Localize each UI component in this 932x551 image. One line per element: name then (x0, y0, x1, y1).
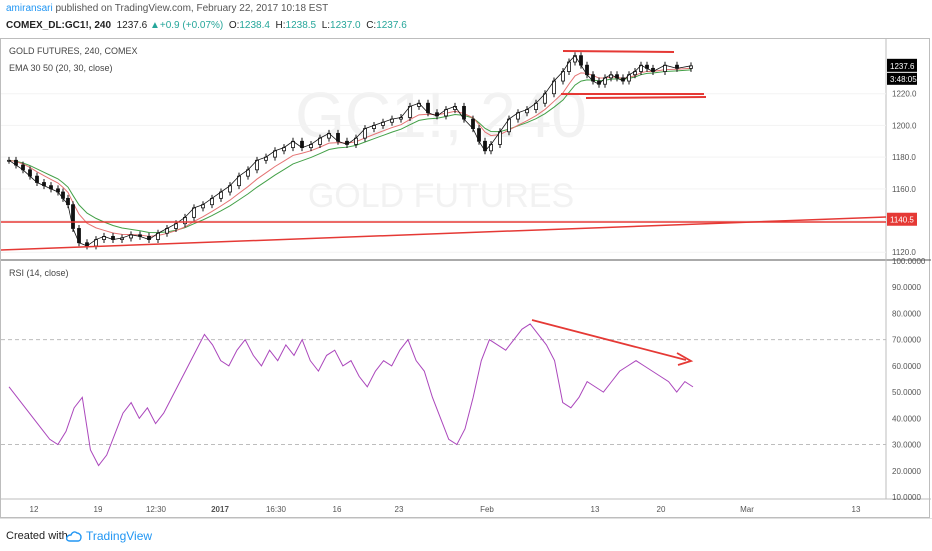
author-link[interactable]: amiransari (6, 3, 53, 14)
cloud-icon (66, 531, 82, 542)
open-label: O: (228, 20, 240, 31)
time-tick-label: Mar (740, 505, 754, 514)
time-tick-label: 13 (852, 505, 861, 514)
publisher-line: amiransari published on TradingView.com,… (6, 3, 328, 14)
close-value: 1237.6 (376, 20, 407, 31)
watermark: GC1!, 240 GOLD FUTURES (295, 79, 587, 215)
rsi-tick-label: 10.0000 (892, 493, 921, 502)
rsi-tick-label: 50.0000 (892, 388, 921, 397)
rsi-tick-label: 80.0000 (892, 309, 921, 318)
time-tick-label: 23 (395, 505, 404, 514)
price-tick-label: 1220.0 (892, 90, 917, 99)
countdown-tag-text: 3:48:05 (890, 75, 917, 84)
rsi-divergence-arrow[interactable] (531, 319, 687, 361)
tradingview-brand: TradingView (86, 529, 153, 543)
last-price: 1237.6 (116, 20, 148, 31)
ema-indicator-label[interactable]: EMA 30 50 (20, 30, close) (9, 63, 113, 73)
rsi-tick-label: 20.0000 (892, 467, 921, 476)
created-with-text: Created with (6, 530, 68, 542)
rsi-tick-label: 30.0000 (892, 441, 921, 450)
time-tick-label: 2017 (211, 505, 229, 514)
time-tick-label: 19 (94, 505, 103, 514)
tradingview-logo[interactable]: TradingView (66, 529, 152, 543)
countdown-tag (887, 72, 917, 85)
price-change: +0.9 (+0.07%) (159, 20, 224, 31)
price-close-line (8, 55, 692, 247)
rsi-tick-label: 70.0000 (892, 336, 921, 345)
time-tick-label: 16 (333, 505, 342, 514)
footer: Created with TradingView (0, 518, 932, 551)
time-tick-label: Feb (480, 505, 494, 514)
rsi-line (8, 323, 694, 467)
rsi-tick-label: 40.0000 (892, 414, 921, 423)
price-tick-label: 1120.0 (892, 248, 916, 257)
price-tick-label: 1180.0 (892, 153, 916, 162)
drawing-annotations[interactable] (1, 50, 887, 366)
time-tick-label: 16:30 (266, 505, 287, 514)
rsi-tick-label: 60.0000 (892, 362, 921, 371)
time-tick-label: 12:30 (146, 505, 167, 514)
resistance-line[interactable] (562, 50, 675, 53)
rsi-indicator-label[interactable]: RSI (14, close) (9, 268, 69, 278)
level-price-tag-text: 1140.5 (890, 216, 914, 225)
watermark-symbol: GC1!, 240 (295, 79, 587, 151)
published-text: published on TradingView.com, February 2… (55, 3, 329, 14)
low-value: 1237.0 (330, 20, 361, 31)
close-label: C: (366, 20, 377, 31)
chart-container[interactable]: GC1!, 240 GOLD FUTURES 1220.0 1200.0 1180.… (0, 38, 931, 519)
open-value: 1238.4 (239, 20, 270, 31)
range-support-line-2[interactable] (585, 96, 707, 99)
up-arrow-icon: ▲ (149, 20, 160, 31)
time-tick-label: 13 (591, 505, 600, 514)
rsi-tick-label: 100.0000 (892, 257, 926, 266)
level-price-tag (887, 212, 917, 226)
time-tick-label: 20 (657, 505, 666, 514)
low-label: L: (321, 20, 331, 31)
last-price-tag (887, 58, 917, 72)
arrow-head-icon (676, 352, 694, 366)
time-tick-label: 12 (30, 505, 39, 514)
rsi-tick-label: 90.0000 (892, 283, 921, 292)
high-label: H: (275, 20, 286, 31)
last-price-tag-text: 1237.6 (890, 62, 915, 71)
chart-canvas[interactable]: GC1!, 240 GOLD FUTURES 1220.0 1200.0 1180.… (1, 39, 931, 519)
price-tick-label: 1200.0 (892, 121, 917, 130)
quote-line: COMEX_DL:GC1!, 240 1237.6 ▲+0.9 (+0.07%)… (6, 20, 407, 31)
watermark-name: GOLD FUTURES (308, 177, 574, 215)
symbol-label: COMEX_DL:GC1!, 240 (6, 20, 112, 31)
price-tick-label: 1160.0 (892, 185, 916, 194)
high-value: 1238.5 (285, 20, 317, 31)
chart-header: amiransari published on TradingView.com,… (0, 0, 932, 38)
price-pane-title: GOLD FUTURES, 240, COMEX (9, 46, 138, 56)
